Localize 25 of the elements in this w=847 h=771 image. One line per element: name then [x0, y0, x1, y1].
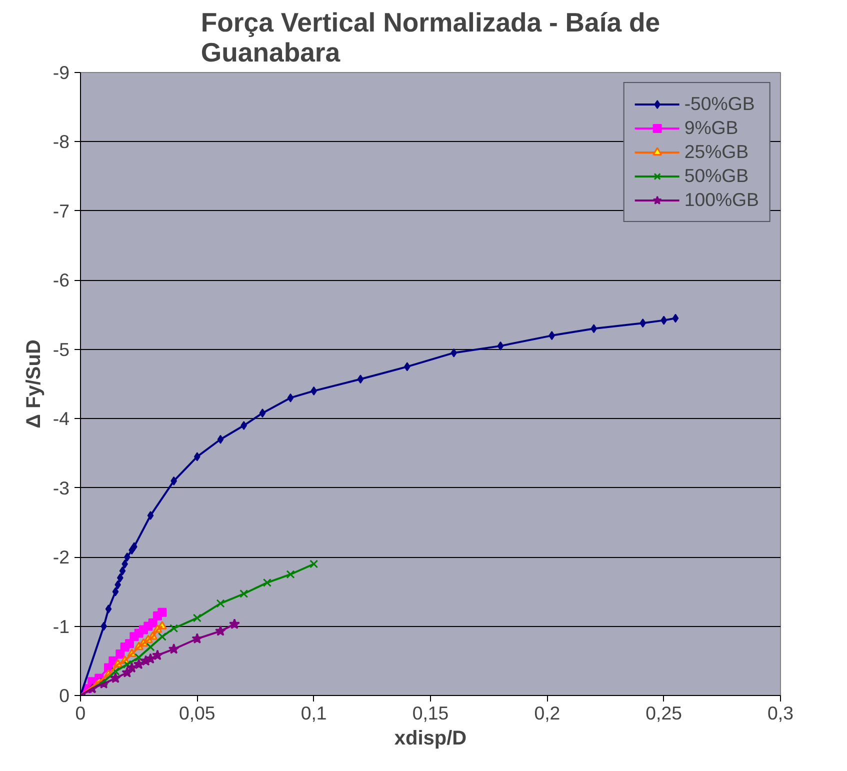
y-tick-label: -8 — [52, 131, 70, 152]
legend-label: 9%GB — [684, 117, 738, 139]
y-tick-label: -6 — [52, 270, 70, 291]
chart-title: Força Vertical Normalizada - Baía de Guanabara — [200, 8, 660, 68]
y-tick-label: -5 — [52, 338, 70, 360]
x-tick-label: 0,25 — [646, 702, 682, 724]
legend-label: 100%GB — [684, 189, 759, 211]
x-tick-label: 0,15 — [412, 702, 449, 724]
y-tick-label: -1 — [52, 616, 70, 637]
y-tick-label: -2 — [52, 546, 70, 568]
y-tick-label: -4 — [52, 408, 70, 430]
y-tick-label: 0 — [59, 685, 70, 706]
y-tick-label: -9 — [52, 62, 70, 83]
legend-label: 25%GB — [684, 141, 749, 163]
y-axis-title: Δ Fy/SuD — [22, 340, 45, 428]
x-tick-label: 0,3 — [768, 702, 794, 724]
y-tick-label: -7 — [52, 200, 70, 222]
legend-label: 50%GB — [684, 165, 749, 187]
legend-label: -50%GB — [684, 93, 755, 115]
x-tick-label: 0 — [75, 702, 86, 724]
x-axis-title: xdisp/D — [394, 728, 467, 750]
x-tick-label: 0,2 — [534, 702, 560, 724]
y-tick-label: -3 — [52, 477, 70, 498]
x-tick-label: 0,05 — [179, 702, 216, 724]
x-tick-label: 0,1 — [300, 702, 327, 724]
